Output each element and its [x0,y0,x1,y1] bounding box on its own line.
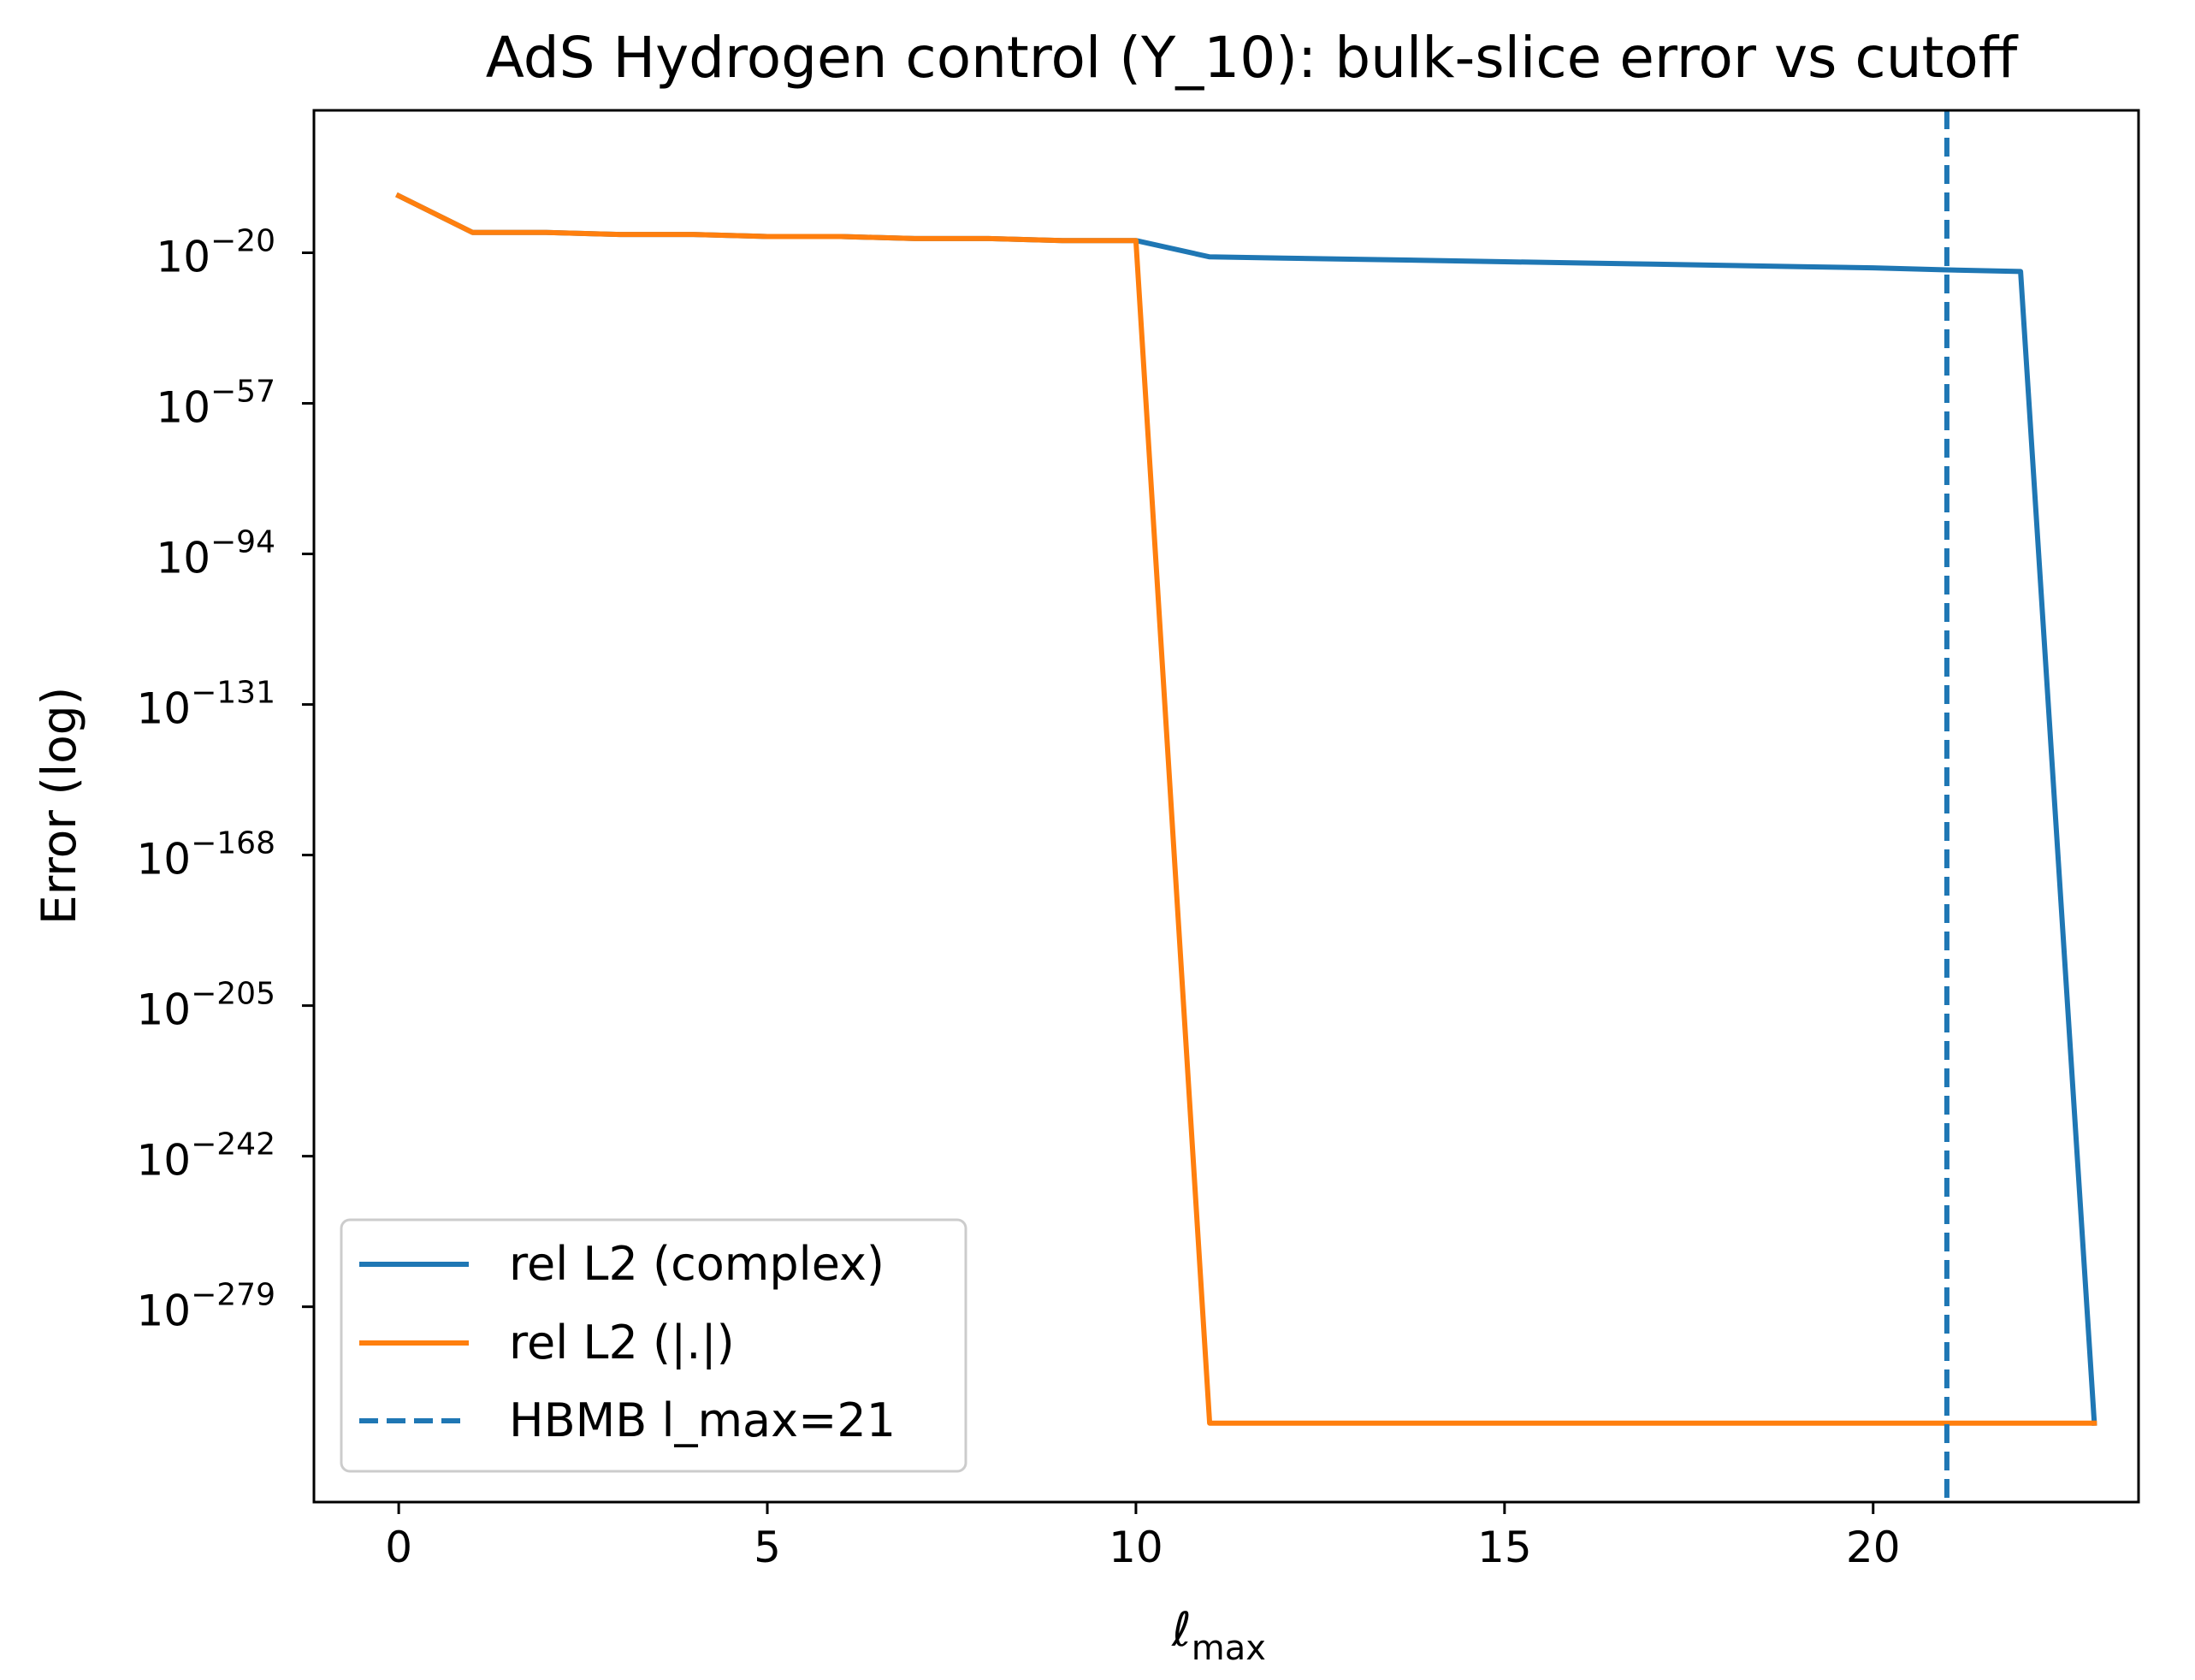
legend-label-hbmb: HBMB l_max=21 [509,1393,896,1447]
legend-label-complex: rel L2 (complex) [509,1237,885,1291]
x-axis: 0 5 10 15 20 [385,1502,1901,1572]
y-tick-label: 10−279 [136,1278,275,1336]
series-line-rel-l2 [395,192,2097,1426]
legend-label-abs: rel L2 (|.|) [509,1316,735,1369]
plot-area [312,109,2140,1504]
chart-title: AdS Hydrogen control (Y_10): bulk-slice … [486,25,2019,91]
x-tick-label: 10 [1109,1523,1163,1572]
plot-frame [312,109,2140,1504]
x-tick-label: 0 [385,1523,412,1572]
x-tick-label: 5 [754,1523,781,1572]
y-tick-label: 10−168 [136,826,275,884]
y-tick-label: 10−131 [136,676,275,734]
y-tick-label: 10−94 [156,525,275,583]
legend-frame [340,1218,967,1473]
legend-entry-hbmb: HBMB l_max=21 [359,1393,896,1447]
legend-entry-abs: rel L2 (|.|) [359,1316,735,1369]
y-axis: 10−20 10−57 10−94 10−131 10−168 10−205 10−242 1… [136,224,314,1336]
y-axis-label: Error (log) [32,687,86,925]
x-tick-label: 15 [1477,1523,1532,1572]
y-tick-label: 10−242 [136,1127,275,1186]
x-axis-label-subscript: max [1192,1629,1266,1668]
x-tick-label: 20 [1846,1523,1901,1572]
legend: rel L2 (complex) rel L2 (|.|) HBMB l_max… [340,1218,967,1473]
y-tick-label: 10−57 [156,375,275,433]
x-axis-label: ℓmax [1171,1602,1266,1668]
y-tick-label: 10−205 [136,977,275,1035]
y-tick-label: 10−20 [156,224,275,282]
legend-entry-complex: rel L2 (complex) [359,1237,885,1291]
x-axis-label-main: ℓ [1171,1602,1192,1657]
